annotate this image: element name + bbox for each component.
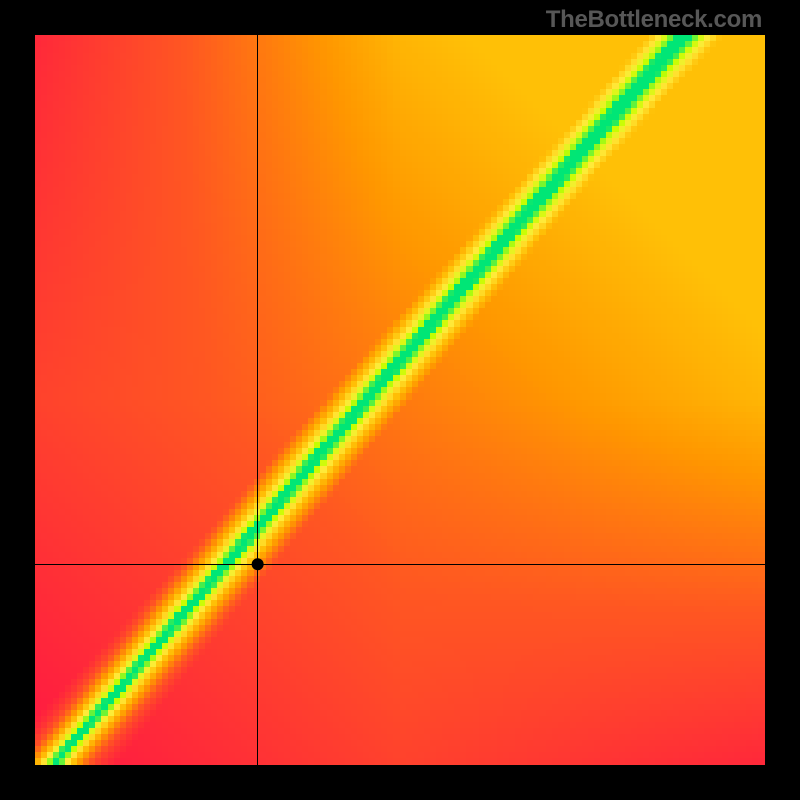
bottleneck-heatmap [35, 35, 765, 765]
attribution-label: TheBottleneck.com [546, 6, 762, 34]
chart-root: { "attribution": "TheBottleneck.com", "l… [0, 0, 800, 800]
